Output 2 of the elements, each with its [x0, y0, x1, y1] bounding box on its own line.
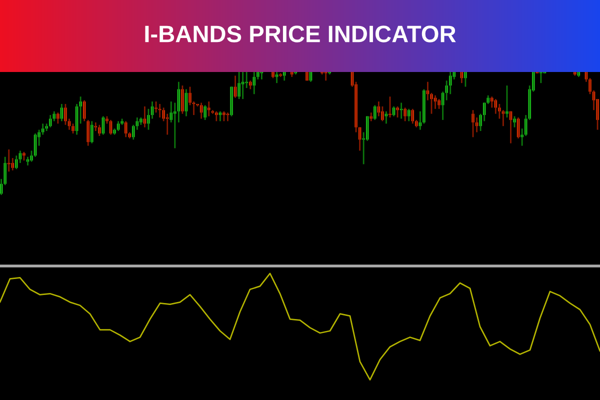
- chart-title: I-BANDS PRICE INDICATOR: [145, 26, 456, 42]
- candlestick: [154, 100, 158, 114]
